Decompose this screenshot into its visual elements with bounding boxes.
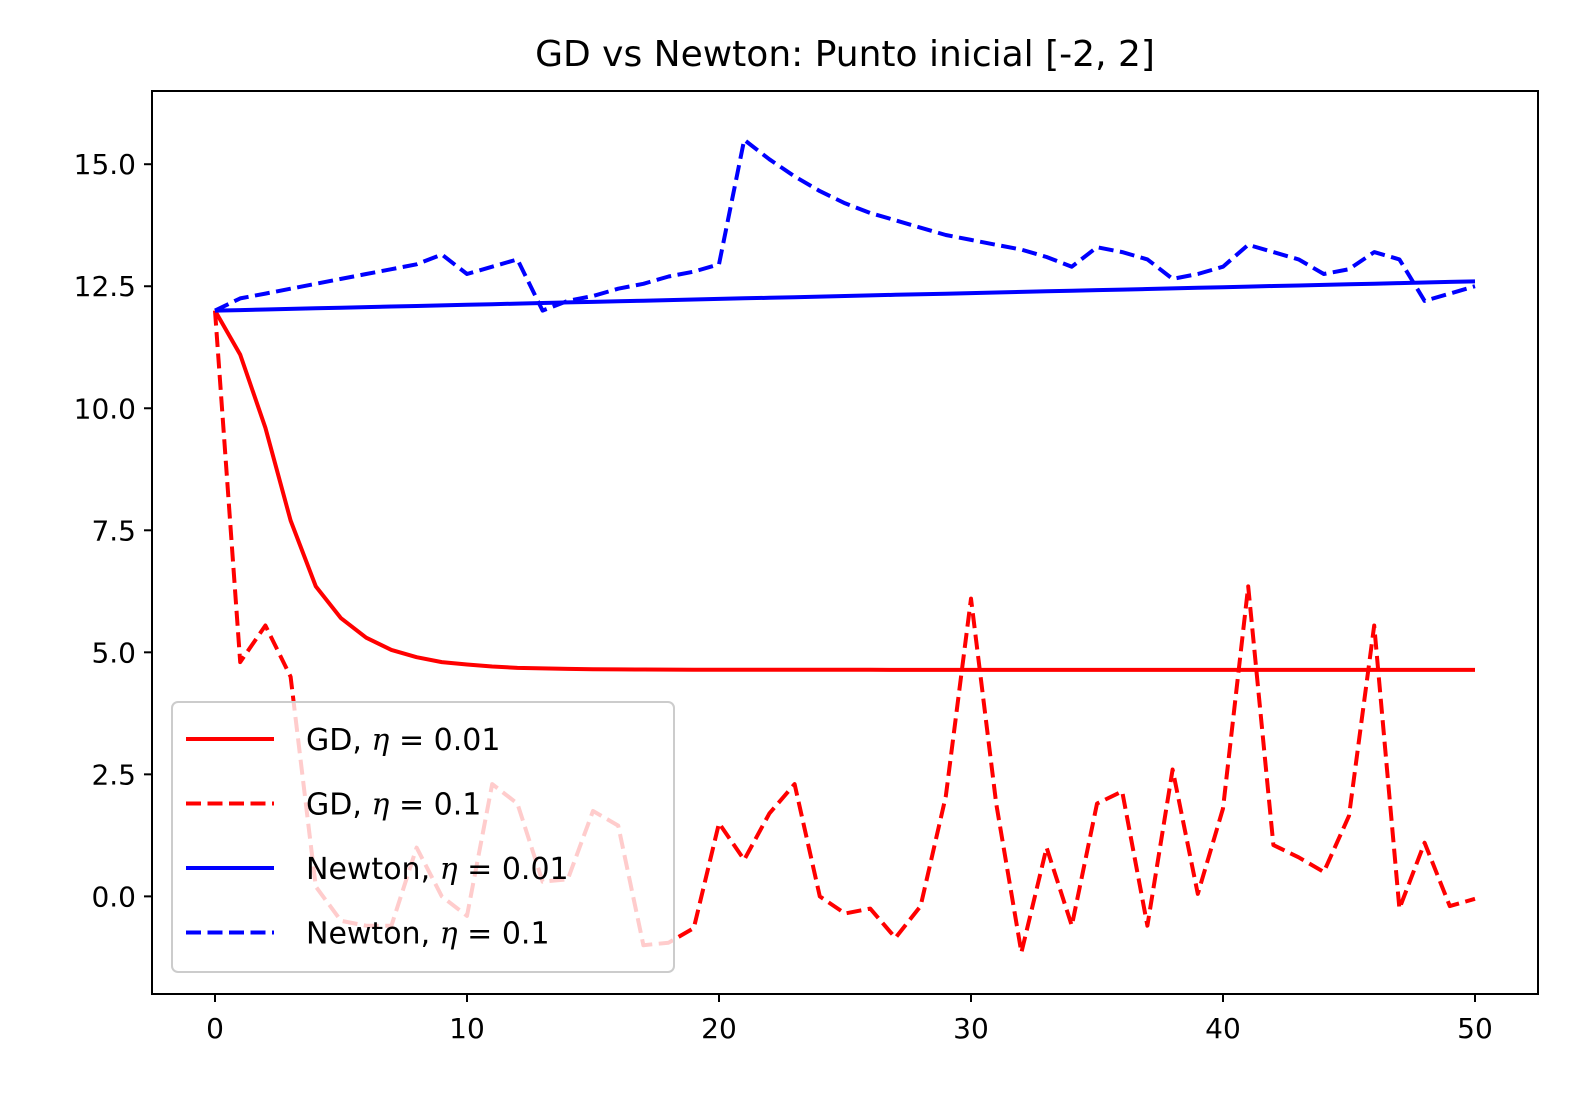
y-tick-label: 12.5 xyxy=(74,270,136,303)
legend-label-2: Newton, η = 0.01 xyxy=(306,852,569,887)
y-tick-label: 15.0 xyxy=(74,148,136,181)
y-tick-label: 0.0 xyxy=(91,880,136,913)
x-axis: 0 10 20 30 40 50 xyxy=(206,994,1493,1045)
y-tick-label: 2.5 xyxy=(91,758,136,791)
y-axis: 0.0 2.5 5.0 7.5 10.0 12.5 15.0 xyxy=(74,148,152,913)
y-tick-label: 7.5 xyxy=(91,514,136,547)
legend-label-3: Newton, η = 0.1 xyxy=(306,917,550,952)
series-line-3 xyxy=(214,137,1476,313)
legend-label-1: GD, η = 0.1 xyxy=(306,788,481,823)
series-layer xyxy=(213,137,1476,955)
chart-title: GD vs Newton: Punto inicial [-2, 2] xyxy=(535,34,1155,75)
x-tick-label: 0 xyxy=(206,1012,224,1045)
x-tick-label: 20 xyxy=(701,1012,737,1045)
legend-box xyxy=(171,701,675,973)
y-tick-label: 5.0 xyxy=(91,636,136,669)
x-tick-label: 40 xyxy=(1205,1012,1241,1045)
legend-label-0: GD, η = 0.01 xyxy=(306,723,500,758)
y-tick-label: 10.0 xyxy=(74,392,136,425)
x-tick-label: 30 xyxy=(953,1012,989,1045)
legend: GD, η = 0.01 GD, η = 0.1 Newton, η = 0.01 N… xyxy=(171,701,675,973)
series-line-1 xyxy=(213,310,1476,955)
series-line-2 xyxy=(214,279,1476,313)
x-tick-label: 50 xyxy=(1457,1012,1493,1045)
x-tick-label: 10 xyxy=(449,1012,485,1045)
plot-frame xyxy=(151,90,1539,995)
series-line-0 xyxy=(213,309,1475,672)
